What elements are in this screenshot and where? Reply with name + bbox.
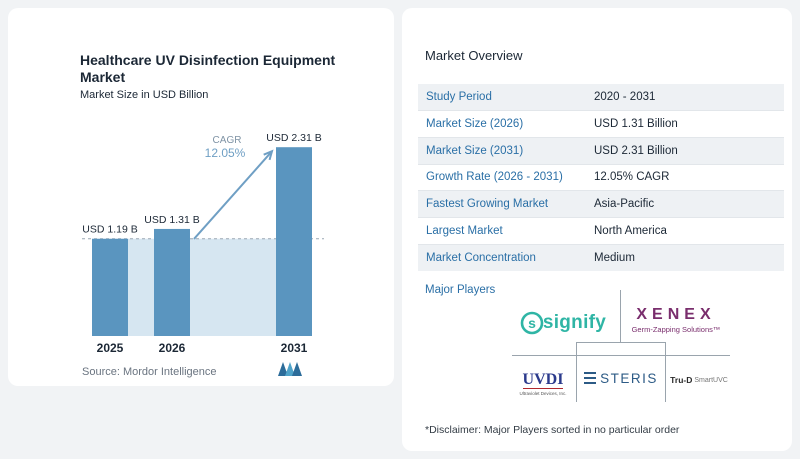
- overview-label: Fastest Growing Market: [426, 198, 549, 211]
- players-divider: [576, 342, 665, 343]
- steris-lines-icon: [584, 372, 597, 384]
- bar-2025: [92, 238, 128, 336]
- growth-highlight-area: [128, 238, 276, 336]
- overview-row: Fastest Growing Market Asia-Pacific: [418, 190, 784, 218]
- cagr-arrow: [193, 150, 273, 240]
- overview-label: Study Period: [426, 91, 492, 104]
- cagr-arrowhead: [263, 149, 274, 161]
- mordor-intelligence-logo-icon: [278, 362, 302, 376]
- chart-title: Healthcare UV Disinfection Equipment Mar…: [80, 52, 336, 85]
- overview-label: Market Size (2031): [426, 144, 524, 157]
- players-divider: [665, 342, 666, 402]
- players-divider: [576, 342, 577, 402]
- overview-label: Largest Market: [426, 224, 503, 237]
- x-tick-label: 2025: [97, 341, 124, 355]
- steris-wordmark: STERIS: [600, 370, 658, 386]
- overview-value: North America: [594, 224, 667, 237]
- bar-value-label: USD 1.19 B: [82, 224, 137, 236]
- overview-value: USD 1.31 Billion: [594, 118, 678, 131]
- overview-row: Market Size (2026) USD 1.31 Billion: [418, 110, 784, 138]
- signify-s-icon: s: [520, 311, 544, 335]
- tru-d-logo: Tru-D SmartUVC: [666, 372, 732, 388]
- uvdi-logo: UVDI Ultraviolet Devices, Inc.: [512, 368, 574, 400]
- x-tick-label: 2031: [281, 341, 308, 355]
- steris-logo: STERIS: [580, 365, 662, 391]
- bar-2026: [154, 228, 190, 336]
- x-tick-label: 2026: [159, 341, 186, 355]
- chart-subtitle: Market Size in USD Billion: [80, 89, 209, 101]
- svg-text:s: s: [528, 315, 536, 331]
- overview-card: [402, 8, 792, 451]
- overview-value: USD 2.31 Billion: [594, 144, 678, 157]
- overview-label: Growth Rate (2026 - 2031): [426, 171, 563, 184]
- overview-title: Market Overview: [425, 48, 523, 63]
- xenex-logo: XENEX Germ-Zapping Solutions™: [626, 302, 726, 338]
- bar-value-label: USD 2.31 B: [266, 132, 321, 144]
- signify-logo: s signify: [516, 308, 610, 338]
- uvdi-tagline: Ultraviolet Devices, Inc.: [519, 391, 567, 396]
- overview-row: Growth Rate (2026 - 2031) 12.05% CAGR: [418, 164, 784, 191]
- xenex-tagline: Germ-Zapping Solutions™: [631, 325, 721, 334]
- bar-chart: USD 1.19 B 2025 USD 1.31 B 2026 USD 2.31 B 20…: [82, 132, 324, 355]
- overview-value: 2020 - 2031: [594, 91, 656, 104]
- overview-value: 12.05% CAGR: [594, 171, 670, 184]
- uvdi-wordmark: UVDI: [522, 371, 564, 389]
- overview-value: Medium: [594, 251, 635, 264]
- overview-label: Market Size (2026): [426, 118, 524, 131]
- tru-d-suffix: SmartUVC: [694, 376, 728, 384]
- overview-row: Market Concentration Medium: [418, 244, 784, 271]
- players-divider: [512, 355, 730, 356]
- overview-row: Market Size (2031) USD 2.31 Billion: [418, 137, 784, 165]
- overview-row: Study Period 2020 - 2031: [418, 84, 784, 111]
- overview-value: Asia-Pacific: [594, 198, 655, 211]
- players-divider: [620, 290, 621, 342]
- bar-value-label: USD 1.31 B: [144, 214, 199, 226]
- overview-row: Largest Market North America: [418, 217, 784, 244]
- overview-label: Market Concentration: [426, 251, 536, 264]
- chart-source: Source: Mordor Intelligence: [82, 366, 217, 378]
- bar-2031: [276, 147, 312, 336]
- overview-table: Study Period 2020 - 2031 Market Size (20…: [418, 84, 784, 271]
- signify-wordmark: signify: [542, 312, 607, 333]
- cagr-value: 12.05%: [205, 146, 246, 160]
- players-title: Major Players: [425, 284, 496, 296]
- tru-d-wordmark: Tru-D: [670, 375, 693, 385]
- disclaimer: *Disclaimer: Major Players sorted in no …: [425, 424, 680, 436]
- xenex-wordmark: XENEX: [636, 306, 716, 323]
- cagr-label: CAGR: [213, 135, 242, 146]
